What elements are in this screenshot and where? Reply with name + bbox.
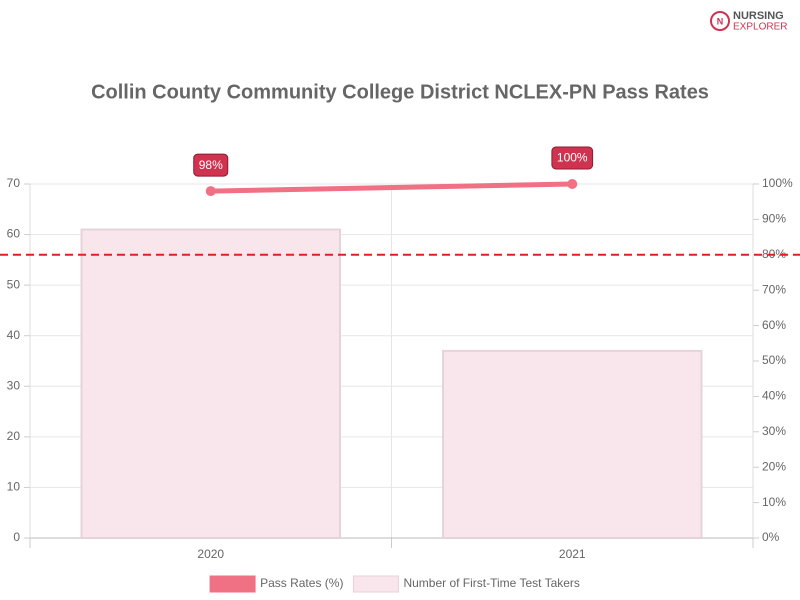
y2-tick-label: 50%	[762, 353, 786, 367]
legend-swatch	[352, 575, 399, 593]
y-tick-label: 20	[7, 429, 21, 443]
y2-tick-label: 90%	[762, 212, 786, 226]
y-tick-label: 30	[7, 378, 21, 392]
logo-mark: N	[717, 16, 724, 26]
logo: N NURSING EXPLORER	[710, 10, 787, 33]
y-tick-label: 50	[7, 277, 21, 291]
data-label-box	[551, 146, 594, 170]
logo-text: NURSING	[733, 10, 784, 22]
data-label-text: 98%	[199, 158, 223, 172]
data-label-text: 100%	[557, 151, 588, 165]
y2-tick-label: 10%	[762, 495, 786, 509]
y2-tick-label: 100%	[762, 176, 793, 190]
y-tick-label: 40	[7, 328, 21, 342]
y2-tick-label: 40%	[762, 389, 786, 403]
chart-title: Collin County Community College District…	[91, 81, 709, 103]
x-tick-label: 2021	[559, 547, 586, 561]
y2-tick-label: 20%	[762, 459, 786, 473]
y2-tick-label: 70%	[762, 282, 786, 296]
data-label-box	[193, 153, 229, 177]
data-label: 98%	[193, 153, 229, 177]
bar	[80, 228, 341, 539]
y2-tick-label: 30%	[762, 424, 786, 438]
y-tick-label: 60	[7, 227, 21, 241]
legend-swatch	[209, 575, 256, 593]
line	[210, 181, 573, 194]
point	[205, 186, 216, 197]
logo-icon	[710, 11, 730, 31]
legend-label: Number of First-Time Test Takers	[403, 576, 579, 590]
x-tick-label: 2020	[197, 547, 224, 561]
y2-tick-label: 0%	[762, 530, 780, 544]
logo-text: EXPLORER	[733, 22, 787, 33]
y-tick-label: 10	[7, 480, 21, 494]
legend-label: Pass Rates (%)	[260, 576, 343, 590]
y2-tick-label: 60%	[762, 318, 786, 332]
point	[567, 179, 578, 189]
y-tick-label: 0	[13, 530, 20, 544]
y-tick-label: 70	[7, 176, 21, 190]
bar	[442, 349, 703, 539]
data-label: 100%	[551, 146, 594, 170]
